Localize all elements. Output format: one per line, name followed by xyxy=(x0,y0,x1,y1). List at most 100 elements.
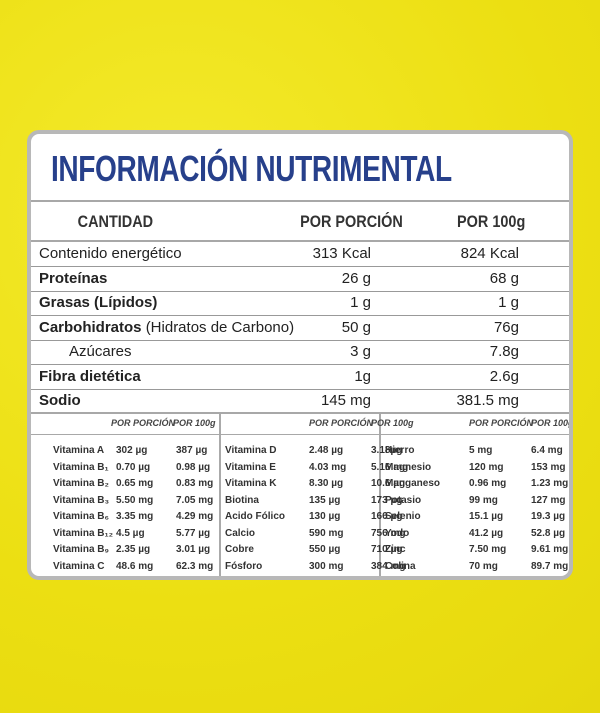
micronutrient-100g: 52.8 µg xyxy=(531,527,566,539)
micronutrient-100g: 5.16 mg xyxy=(371,461,409,473)
micronutrient-100g: 5.77 µg xyxy=(176,527,211,539)
micronutrient-100g: 7.05 mg xyxy=(176,494,214,506)
micronutrient-100g: 153 mg xyxy=(531,461,566,473)
group-header: POR PORCIÓN xyxy=(469,418,534,428)
nutrient-name: Fibra dietética xyxy=(39,367,141,385)
micronutrient-portion: 550 µg xyxy=(309,544,341,555)
micronutrient-100g: 10.6 µg xyxy=(371,478,406,489)
micronutrient-name: Vitamina A xyxy=(53,445,105,456)
group-header: POR 100g xyxy=(371,418,414,428)
nutrient-row: Carbohidratos (Hidratos de Carbono) 50 g 7… xyxy=(31,316,569,341)
micronutrient-100g: 384 mg xyxy=(371,560,406,572)
micronutrient-portion: 590 mg xyxy=(309,527,344,539)
micronutrient-group: POR PORCIÓN POR 100g Vitamina D 2.48 µg 3.18… xyxy=(219,414,414,576)
separator xyxy=(31,240,569,242)
separator xyxy=(31,412,569,414)
title: INFORMACIÓN NUTRIMENTAL xyxy=(51,148,452,189)
nutrition-card: INFORMACIÓN NUTRIMENTAL CANTIDAD POR POR… xyxy=(27,130,573,580)
per-100g: 7.8g xyxy=(489,343,519,360)
per-portion: 313 Kcal xyxy=(312,245,371,262)
micronutrient-100g: 756 mg xyxy=(371,527,406,539)
nutrient-name: Grasas (Lípidos) xyxy=(39,294,158,311)
nutrient-row: Grasas (Lípidos) 1 g 1 g xyxy=(31,291,569,316)
per-100g: 76g xyxy=(493,318,519,336)
group-header: POR 100g xyxy=(173,418,216,428)
micronutrient-name: Vitamina B₁₂ xyxy=(53,527,114,539)
micronutrient-name: Vitamina K xyxy=(225,478,277,489)
micronutrient-name: Selenio xyxy=(385,511,421,522)
micronutrient-100g: 3.01 µg xyxy=(176,544,211,555)
micronutrient-portion: 302 µg xyxy=(116,445,148,456)
micronutrient-portion: 41.2 µg xyxy=(469,527,504,539)
micronutrient-group: POR PORCIÓN POR 100g Hierro 5 mg 6.4 mg Magne… xyxy=(379,414,569,576)
micronutrient-portion: 5.50 mg xyxy=(116,494,154,506)
per-100g: 381.5 mg xyxy=(456,392,519,409)
micronutrient-portion: 99 mg xyxy=(469,494,498,506)
per-portion: 145 mg xyxy=(320,392,371,409)
micronutrient-100g: 1.23 mg xyxy=(531,478,569,489)
micronutrient-group: POR PORCIÓN POR 100g Vitamina A 302 µg 387 µ… xyxy=(31,414,221,576)
column-header: POR 100g xyxy=(457,212,526,231)
nutrient-row: Fibra dietética 1g 2.6g xyxy=(31,365,569,390)
micronutrient-100g: 166 µg xyxy=(371,511,403,522)
micronutrient-100g: 19.3 µg xyxy=(531,511,566,522)
per-portion: 3 g xyxy=(350,343,371,360)
micronutrient-portion: 0.65 mg xyxy=(116,478,154,489)
group-header: POR PORCIÓN xyxy=(309,418,374,428)
micronutrient-100g: 387 µg xyxy=(176,445,208,456)
micronutrient-100g: 9.61 mg xyxy=(531,544,569,555)
per-portion: 26 g xyxy=(341,269,371,287)
micronutrient-100g: 4.29 mg xyxy=(176,511,214,522)
column-header: POR PORCIÓN xyxy=(300,212,403,231)
micronutrient-name: Colina xyxy=(385,560,416,572)
separator xyxy=(219,434,379,435)
micronutrient-100g: 0.98 µg xyxy=(176,461,211,473)
micronutrient-100g: 710 µg xyxy=(371,544,403,555)
nutrient-name: Contenido energético xyxy=(39,245,182,262)
micronutrient-portion: 300 mg xyxy=(309,560,344,572)
micronutrient-100g: 173 µg xyxy=(371,494,403,506)
micronutrient-name: Fósforo xyxy=(225,560,263,572)
nutrient-name: Azúcares xyxy=(69,343,132,360)
group-header: POR 100g xyxy=(531,418,573,428)
micronutrient-portion: 4.5 µg xyxy=(116,527,145,539)
per-100g: 2.6g xyxy=(489,367,519,385)
micronutrient-name: Zinc xyxy=(385,544,406,555)
micronutrient-portion: 135 µg xyxy=(309,494,341,506)
micronutrient-name: Yodo xyxy=(385,527,410,539)
micronutrient-portion: 8.30 µg xyxy=(309,478,344,489)
nutrient-name: Carbohidratos (Hidratos de Carbono) xyxy=(39,319,294,336)
per-portion: 1 g xyxy=(350,294,371,311)
group-header: POR PORCIÓN xyxy=(111,418,176,428)
micronutrient-name: Vitamina B₃ xyxy=(53,494,110,506)
micronutrient-portion: 4.03 mg xyxy=(309,461,347,473)
micronutrient-100g: 6.4 mg xyxy=(531,445,563,456)
micronutrient-portion: 5 mg xyxy=(469,445,493,456)
column-header: CANTIDAD xyxy=(77,212,154,231)
micronutrient-name: Vitamina D xyxy=(225,445,277,456)
nutrient-name: Proteínas xyxy=(39,269,108,287)
micronutrient-name: Magnesio xyxy=(385,461,432,473)
micronutrient-name: Vitamina B₆ xyxy=(53,511,110,522)
micronutrient-name: Cobre xyxy=(225,544,254,555)
micronutrient-portion: 2.35 µg xyxy=(116,544,151,555)
micronutrient-name: Manganeso xyxy=(385,478,441,489)
micronutrient-name: Potasio xyxy=(385,494,422,506)
nutrient-row: Sodio 145 mg 381.5 mg xyxy=(31,389,569,414)
nutrient-name: Sodio xyxy=(39,392,81,409)
micronutrient-name: Acido Fólico xyxy=(225,511,285,522)
micronutrient-100g: 0.83 mg xyxy=(176,478,214,489)
micronutrient-100g: 3.18µg xyxy=(371,445,403,456)
micronutrient-name: Vitamina B₁ xyxy=(53,461,109,473)
micronutrient-name: Vitamina E xyxy=(225,461,276,473)
nutrient-row: Azúcares 3 g 7.8g xyxy=(31,340,569,365)
per-portion: 1g xyxy=(354,367,371,385)
micronutrient-portion: 70 mg xyxy=(469,560,498,572)
micronutrient-portion: 0.70 µg xyxy=(116,461,151,473)
nutrient-row: Contenido energético 313 Kcal 824 Kcal xyxy=(31,242,569,267)
micronutrient-name: Vitamina B₉ xyxy=(53,544,110,555)
per-100g: 68 g xyxy=(489,269,519,287)
nutrient-note: (Hidratos de Carbono) xyxy=(145,318,295,336)
micronutrient-100g: 89.7 mg xyxy=(531,560,569,572)
